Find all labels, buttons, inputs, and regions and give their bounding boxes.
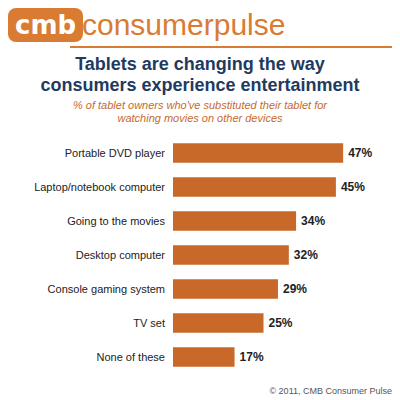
html-text:Tablets are changing the way c: Tablets are changing the way consumers e… bbox=[40, 54, 360, 95]
html-text:© 2011, CMB Consumer Pulse: © 2011, CMB Consumer Pulse bbox=[269, 386, 392, 396]
svg-text:32%: 32% bbox=[294, 248, 318, 262]
svg-text:25%: 25% bbox=[269, 316, 293, 330]
svg-text:29%: 29% bbox=[283, 282, 307, 296]
svg-text:None of these: None of these bbox=[97, 351, 166, 363]
svg-text:Console gaming system: Console gaming system bbox=[48, 283, 165, 295]
svg-text:Portable DVD player: Portable DVD player bbox=[65, 147, 166, 159]
svg-text:Laptop/notebook computer: Laptop/notebook computer bbox=[34, 181, 165, 193]
html-text:% of tablet owners who've subs: % of tablet owners who've substituted th… bbox=[73, 99, 327, 124]
svg-text:34%: 34% bbox=[301, 214, 325, 228]
svg-text:Desktop computer: Desktop computer bbox=[76, 249, 166, 261]
svg-text:47%: 47% bbox=[348, 146, 372, 160]
svg-text:TV set: TV set bbox=[133, 317, 165, 329]
svg-text:Going to the movies: Going to the movies bbox=[67, 215, 165, 227]
svg-text:17%: 17% bbox=[240, 350, 264, 364]
html-text:cmb consumerpulse: cmb consumerpulse bbox=[15, 8, 286, 41]
svg-text:45%: 45% bbox=[341, 180, 365, 194]
